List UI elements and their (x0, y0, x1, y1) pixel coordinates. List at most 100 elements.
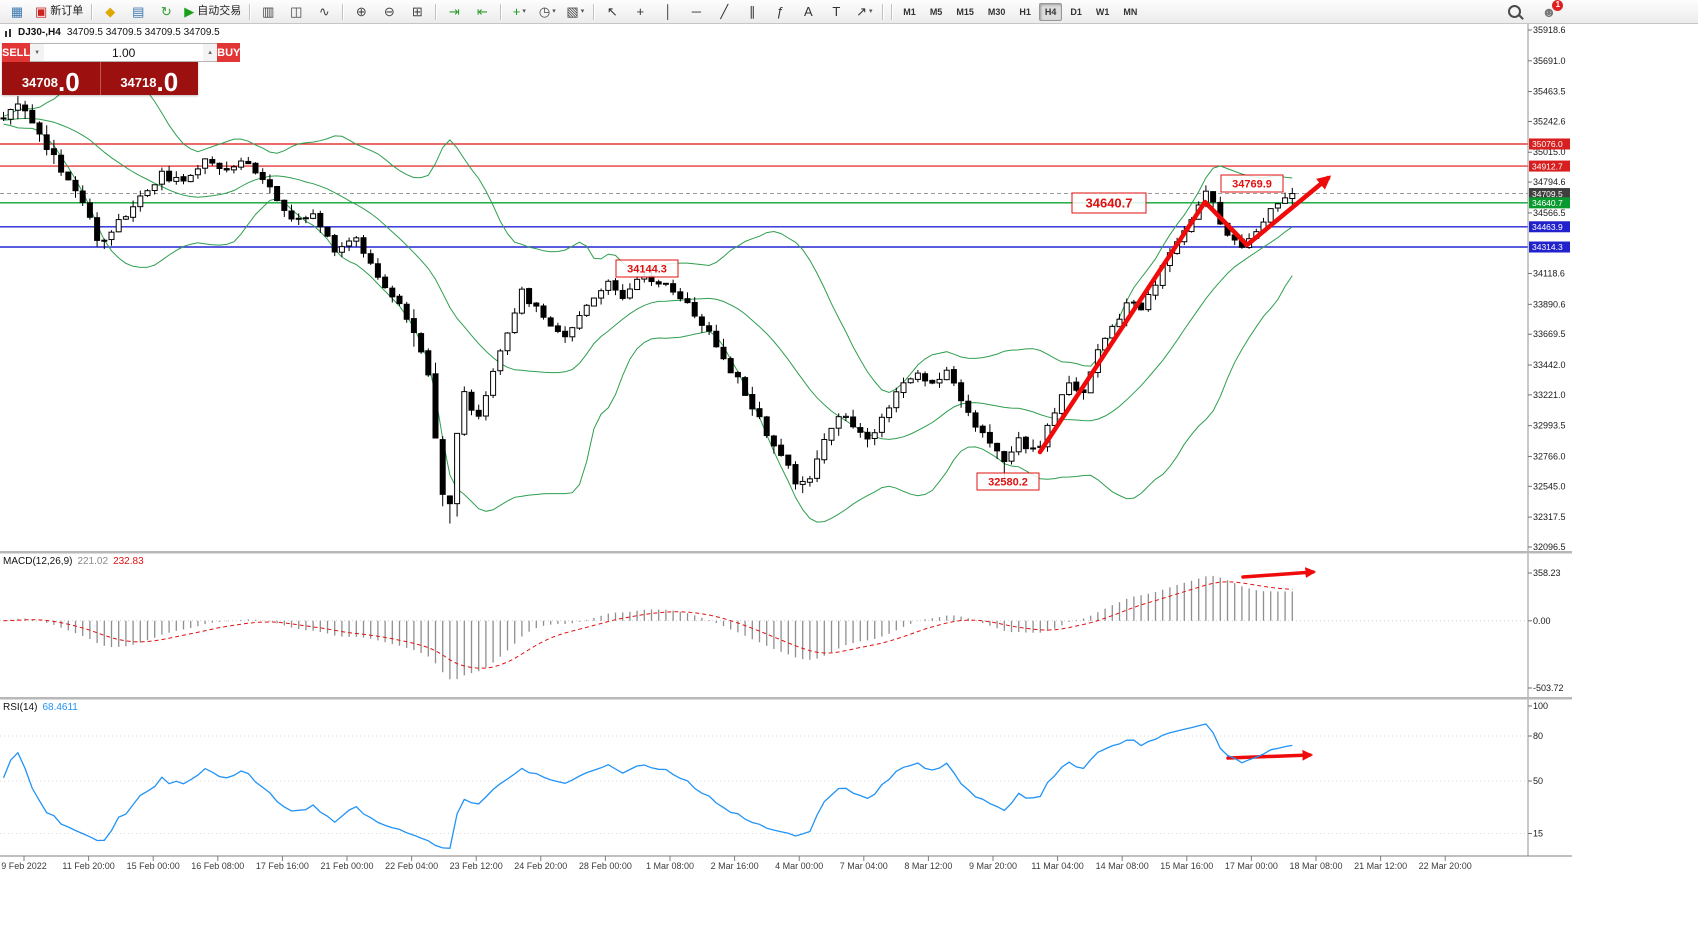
tile-windows-button[interactable]: ⊞ (404, 1, 430, 23)
price-axis[interactable]: 35918.6 35691.0 35463.5 35242.6 35015.0 34794… (1527, 24, 1570, 856)
timeframe-h4-button[interactable]: H4 (1038, 2, 1063, 21)
macd-trend-arrow[interactable] (1241, 567, 1317, 579)
text-label-button[interactable]: T (823, 1, 849, 23)
volume-input[interactable] (44, 44, 204, 61)
metaeditor-button[interactable]: ◆ (97, 1, 123, 23)
price-annotation-box[interactable] (1220, 174, 1284, 193)
line-chart-button[interactable]: ∿ (311, 1, 337, 23)
time-axis[interactable]: 9 Feb 2022 11 Feb 20:00 15 Feb 00:00 16 Feb… (0, 855, 1572, 871)
chart-window: 34640.7 34769.9 34144.3 32580.2 35918.6 35691… (0, 24, 1698, 946)
trendline-button[interactable]: ╱ (711, 1, 737, 23)
candle-body (929, 379, 936, 384)
sell-price-button[interactable]: 34708.0 (2, 62, 100, 95)
buy-price-button[interactable]: 34718.0 (99, 62, 198, 95)
candle-body (569, 327, 576, 338)
auto-scroll-button[interactable]: ⇥ (441, 1, 467, 23)
price-annotation-box[interactable] (615, 259, 679, 278)
bar-chart-button[interactable]: ▥ (255, 1, 281, 23)
search-button[interactable] (1501, 1, 1527, 23)
candle-body (900, 382, 907, 394)
timeframe-w1-button[interactable]: W1 (1095, 6, 1110, 17)
timeframe-m5-button[interactable]: M5 (929, 6, 943, 17)
zoom-out-icon: ⊖ (383, 4, 395, 19)
candle-body (554, 325, 561, 332)
candle-chart-button[interactable]: ◫ (283, 1, 309, 23)
panel-splitter[interactable] (0, 697, 1572, 700)
candle-body (130, 206, 137, 218)
macd-signal-line (3, 581, 1293, 669)
autotrading-button[interactable]: ▶ 自动交易 (181, 1, 244, 23)
buy-button[interactable]: BUY (217, 43, 241, 62)
rsi-header: RSI(14) 68.4611 (3, 702, 78, 713)
price-annotation-text[interactable]: 34769.9 (1232, 178, 1272, 190)
chart-surface[interactable] (0, 25, 1528, 856)
cursor-button[interactable]: ↖ (599, 1, 625, 23)
time-axis-label: 28 Feb 00:00 (579, 861, 632, 871)
rsi-value: 68.4611 (42, 702, 78, 713)
templates-button[interactable]: ▧ ▾ (562, 1, 588, 23)
chart-canvas[interactable]: 34640.7 34769.9 34144.3 32580.2 35918.6 35691… (0, 24, 1698, 946)
rsi-panel[interactable] (0, 723, 1528, 849)
price-annotation-box[interactable] (976, 472, 1040, 491)
candle-body (310, 213, 317, 219)
volume-increase-button[interactable]: ▲ (203, 44, 218, 61)
price-annotation-box[interactable] (1071, 192, 1147, 214)
refresh-button[interactable]: ↻ (153, 1, 179, 23)
timeframe-h1-button[interactable]: H1 (1019, 6, 1031, 17)
price-annotation-text[interactable]: 34640.7 (1086, 196, 1133, 211)
sell-button[interactable]: SELL (2, 43, 31, 62)
rsi-trend-arrow[interactable] (1226, 749, 1314, 761)
periods-button[interactable]: ◷ ▾ (534, 1, 560, 23)
indicators-button[interactable]: + ▾ (506, 1, 532, 23)
new-order-button[interactable]: ▣ 新订单 (32, 1, 86, 23)
time-axis-label: 2 Mar 16:00 (711, 861, 759, 871)
market-button[interactable]: ▤ (125, 1, 151, 23)
bar-chart-icon: ▥ (262, 4, 275, 19)
sell-price-big: .0 (57, 67, 80, 98)
horizontal-line-button[interactable]: ─ (683, 1, 709, 23)
panel-splitter[interactable] (0, 551, 1572, 554)
volume-decrease-button[interactable]: ▼ (30, 44, 45, 61)
text-button[interactable]: A (795, 1, 821, 23)
price-tag (1529, 241, 1570, 253)
price-axis-label: 32317.5 (1533, 512, 1566, 522)
candle-body (540, 305, 547, 318)
candle-body (1008, 451, 1015, 462)
candle-body (1058, 394, 1065, 414)
time-axis-label: 11 Feb 20:00 (62, 861, 114, 871)
chart-shift-button[interactable]: ⇤ (469, 1, 495, 23)
timeframe-d1-button[interactable]: D1 (1070, 6, 1082, 17)
crosshair-button[interactable]: + (627, 1, 653, 23)
timeframe-mn-button[interactable]: MN (1123, 6, 1138, 17)
price-tag-text: 34709.5 (1532, 189, 1563, 199)
timeframe-m1-button[interactable]: M1 (903, 6, 916, 17)
candle-body (374, 263, 381, 278)
main-price-panel[interactable] (0, 63, 1528, 524)
price-annotation-text[interactable]: 32580.2 (988, 476, 1028, 488)
main-trend-arrow[interactable] (1037, 175, 1332, 455)
macd-panel[interactable] (0, 575, 1528, 680)
new-chart-button[interactable]: ▦ (4, 1, 30, 23)
fibonacci-button[interactable]: ƒ (767, 1, 793, 23)
arrows-button[interactable]: ↗ ▾ (851, 1, 877, 23)
timeframe-m30-button[interactable]: M30 (987, 6, 1006, 17)
zoom-in-button[interactable]: ⊕ (348, 1, 374, 23)
vertical-line-button[interactable]: │ (655, 1, 681, 23)
toolbar-separator (593, 3, 595, 20)
rsi-name: RSI(14) (3, 702, 38, 713)
time-axis-label: 9 Feb 2022 (1, 861, 47, 871)
timeframe-m15-button[interactable]: M15 (956, 6, 974, 17)
candle-body (202, 158, 209, 169)
candle-body (353, 237, 360, 242)
candle-body (1210, 191, 1217, 203)
search-icon (1507, 5, 1521, 18)
candle-body (605, 280, 612, 291)
price-axis-label: 35463.5 (1533, 87, 1566, 97)
zoom-out-button[interactable]: ⊖ (376, 1, 402, 23)
metaeditor-icon: ◆ (105, 4, 116, 19)
equidistant-channel-button[interactable]: ∥ (739, 1, 765, 23)
community-button[interactable]: ☻ 1 (1536, 0, 1564, 23)
candle-body (288, 210, 295, 220)
price-annotation-text[interactable]: 34144.3 (627, 263, 667, 275)
candle-body (7, 109, 14, 120)
